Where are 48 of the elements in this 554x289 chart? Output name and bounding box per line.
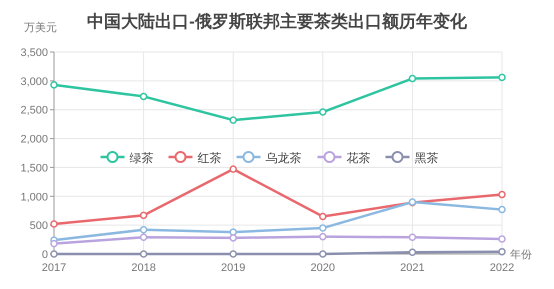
y-tick-label: 1,000 [20,191,48,204]
x-tick-label: 2022 [490,262,514,274]
point [408,74,416,82]
y-tick-label: 3,000 [20,76,48,88]
point [408,234,416,242]
point [498,235,506,243]
point [498,248,506,256]
point [408,248,416,256]
y-tick-label: 2,500 [20,104,48,117]
legend-label: 黑茶 [414,151,438,165]
y-tick-label: 2,000 [20,134,48,146]
point [498,206,506,214]
legend-label: 绿茶 [130,151,154,165]
y-tick-label: 0 [42,249,48,261]
y-tick-label: 1,500 [20,162,48,174]
point [319,224,327,232]
legend-label: 花茶 [346,151,370,165]
chart-title: 中国大陆出口-俄罗斯联邦主要茶类出口额历年变化 [87,12,468,31]
x-tick-label: 2021 [400,262,425,274]
x-tick-label: 2020 [310,262,336,274]
point [140,234,148,242]
x-axis-title: 年份 [510,249,532,261]
x-tick-label: 2019 [220,262,246,274]
point [498,190,506,198]
point [140,226,148,234]
point [50,81,58,89]
y-tick-label: 500 [30,220,48,232]
point [229,234,237,242]
y-tick-label: 3,500 [20,47,48,59]
point [140,212,148,220]
x-tick-label: 2018 [131,262,156,274]
point [319,250,327,258]
point [140,250,148,258]
legend-label: 乌龙茶 [266,151,302,165]
point [140,92,148,100]
y-axis-title: 万美元 [24,21,57,34]
point [50,220,58,228]
point [50,240,58,248]
legend-label: 红茶 [198,151,222,165]
point [229,165,237,173]
x-tick-label: 2017 [42,262,66,274]
point [319,108,327,116]
point [319,212,327,220]
point [498,74,506,82]
point [229,250,237,258]
point [319,232,327,240]
point [229,228,237,236]
point [229,116,237,124]
